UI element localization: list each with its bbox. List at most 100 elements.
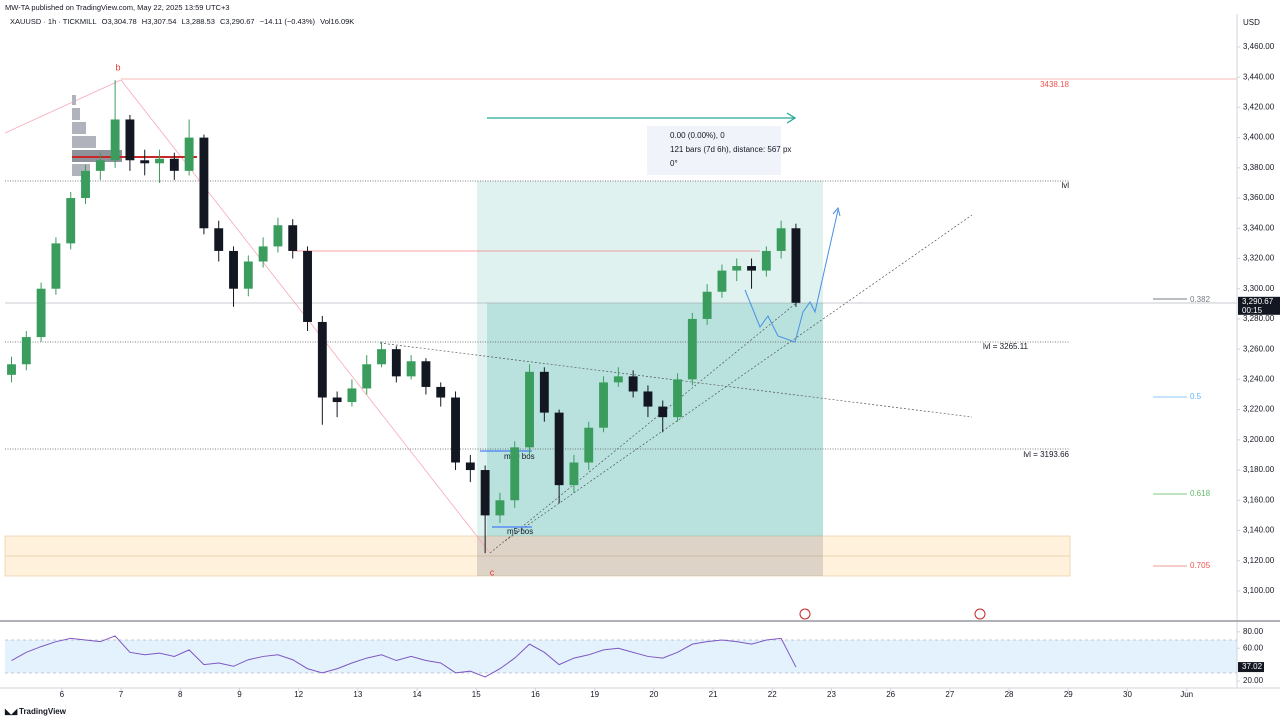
candle-body: [421, 361, 431, 387]
candle-body: [658, 406, 668, 418]
candle-body: [702, 291, 712, 319]
drawings: [0, 14, 1280, 689]
candle-body: [214, 228, 224, 251]
measure-text: 0°: [670, 159, 678, 168]
candle-body: [599, 382, 608, 428]
x-tick-label: 15: [472, 690, 481, 699]
candle-body: [184, 137, 194, 171]
footer: TradingView: [19, 707, 67, 716]
candle-body: [169, 158, 179, 171]
candle-body: [525, 371, 534, 448]
rsi-band: [5, 640, 1237, 673]
x-tick-label: 21: [709, 690, 718, 699]
target-zone: [477, 181, 823, 303]
candle-body: [628, 376, 638, 392]
candle-body: [36, 288, 46, 338]
price-badge-label: 3,290.67: [1242, 297, 1274, 306]
candle-body: [347, 388, 357, 403]
x-tick-label: 14: [413, 690, 422, 699]
volume: Vol16.09K: [320, 17, 355, 26]
bos-label: m30 bos: [504, 452, 535, 461]
candle-body: [406, 361, 416, 377]
candle-body: [436, 386, 446, 398]
candle-body: [451, 397, 460, 463]
fib-label: 0.618: [1190, 489, 1211, 498]
candle-body: [717, 270, 727, 292]
candle-body: [332, 397, 342, 403]
y-tick-label: 3,100.00: [1243, 586, 1275, 595]
measure-text: 121 bars (7d 6h), distance: 567 px: [670, 145, 791, 154]
y-tick-label: 3,260.00: [1243, 344, 1275, 353]
x-tick-label: 12: [294, 690, 303, 699]
ohlc-high: H3,307.54: [141, 17, 177, 26]
y-tick-label: 3,300.00: [1243, 284, 1275, 293]
footer-logo: ◣◢: [4, 707, 18, 716]
x-tick-label: 6: [60, 690, 65, 699]
projection: [744, 209, 839, 343]
change: −14.11 (−0.43%): [259, 17, 316, 26]
measure-text: 0.00 (0.00%), 0: [670, 131, 725, 140]
y-tick-label: 20.00: [1243, 676, 1264, 685]
candle-body: [21, 337, 31, 365]
candle-body: [687, 318, 697, 380]
candle-body: [288, 225, 298, 251]
wave-line: [4, 79, 491, 554]
candle-body: [480, 470, 490, 516]
y-tick-label: 3,340.00: [1243, 223, 1275, 232]
ohlc-open: O3,304.78: [101, 17, 137, 26]
x-tick-label: 27: [945, 690, 954, 699]
candle-body: [584, 427, 594, 463]
candle-body: [362, 364, 372, 389]
wave-label: b: [115, 62, 120, 72]
publisher: MW-TA published on TradingView.com, May …: [5, 3, 230, 12]
target-zone: [477, 303, 487, 536]
candle-body: [303, 250, 312, 322]
rsi-badge-label: 37.02: [1242, 662, 1263, 671]
y-tick-label: 3,380.00: [1243, 163, 1275, 172]
candle-body: [66, 198, 76, 244]
candle-body: [776, 228, 786, 251]
fib-label: 0.382: [1190, 295, 1211, 304]
x-tick-label: 9: [237, 690, 242, 699]
y-tick-label: 3,400.00: [1243, 133, 1275, 142]
candle-body: [391, 349, 401, 377]
x-tick-label: Jun: [1180, 690, 1193, 699]
bos-label: m5 bos: [507, 527, 533, 536]
candle-body: [569, 462, 579, 486]
candle-body: [732, 266, 742, 271]
candle-body: [258, 246, 268, 262]
candle-body: [125, 119, 135, 161]
candle-body: [110, 119, 120, 161]
candle-body: [199, 137, 209, 229]
candle-body: [155, 158, 164, 164]
candle-body: [140, 160, 150, 164]
candle-body: [791, 228, 801, 303]
candle-body: [51, 243, 61, 289]
candle-body: [273, 225, 283, 247]
position-zone: [487, 303, 823, 536]
ohlc-low: L3,288.53: [181, 17, 215, 26]
countdown: 00:15: [1242, 306, 1263, 315]
y-tick-label: 3,360.00: [1243, 193, 1275, 202]
y-tick-label: 3,240.00: [1243, 374, 1275, 383]
candle-body: [761, 250, 771, 271]
event-icon: [799, 608, 811, 620]
x-tick-label: 28: [1005, 690, 1014, 699]
x-tick-label: 13: [353, 690, 362, 699]
fib-label: 0.5: [1190, 392, 1202, 401]
candle-body: [643, 391, 653, 407]
candle-body: [229, 250, 238, 289]
y-tick-label: 80.00: [1243, 627, 1264, 636]
level-label: lvl = 3265.11: [983, 342, 1029, 351]
x-tick-label: 23: [827, 690, 836, 699]
trend-line: [489, 299, 801, 554]
candle-body: [81, 170, 90, 199]
y-tick-label: 3,140.00: [1243, 526, 1275, 535]
x-tick-label: 16: [531, 690, 540, 699]
wave-label: c: [490, 567, 495, 577]
symbol-info: XAUUSD · 1h · TICKMILL O3,304.78 H3,307.…: [10, 17, 357, 26]
candle-body: [317, 321, 327, 398]
x-tick-label: 22: [768, 690, 777, 699]
